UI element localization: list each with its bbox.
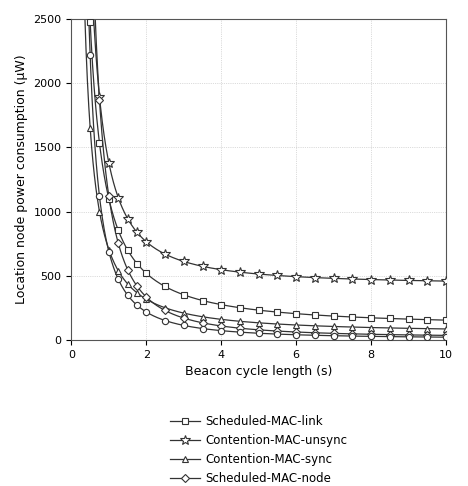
X-axis label: Beacon cycle length (s): Beacon cycle length (s) bbox=[185, 365, 332, 379]
Y-axis label: Location node power consumption (μW): Location node power consumption (μW) bbox=[15, 55, 28, 304]
Legend: Scheduled-MAC-link, Contention-MAC-unsync, Contention-MAC-sync, Scheduled-MAC-no: Scheduled-MAC-link, Contention-MAC-unsyn… bbox=[165, 410, 352, 486]
